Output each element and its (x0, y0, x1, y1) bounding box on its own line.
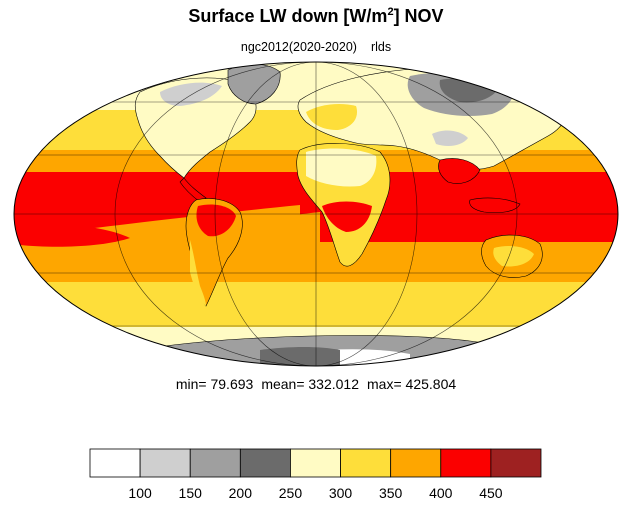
africa-tropical-red (322, 201, 372, 232)
indonesia (469, 197, 521, 214)
colorbar-label: 400 (429, 485, 453, 501)
title-superscript: 2 (387, 6, 394, 18)
colorbar-label: 200 (228, 485, 252, 501)
stat-max: max= 425.804 (367, 376, 457, 392)
stat-mean: mean= 332.012 (261, 376, 360, 392)
stat-min: min= 79.693 (175, 376, 254, 392)
colorbar-label: 450 (479, 485, 503, 501)
tibet-gray (432, 130, 468, 146)
colorbar-swatch (139, 448, 191, 478)
colorbar-swatch (290, 448, 341, 478)
colorbar-swatch (340, 448, 392, 478)
colorbar-swatch (189, 448, 241, 478)
amazon-red (196, 204, 236, 237)
colorbar-swatch (490, 448, 542, 478)
plot-subtitle: ngc2012(2020-2020) rlds (0, 40, 632, 54)
colorbar-label: 250 (278, 485, 303, 501)
na-cold-region (160, 82, 222, 106)
colorbar (89, 448, 542, 478)
map-border (13, 61, 619, 367)
subtitle-variable: rlds (370, 40, 392, 54)
title-text: Surface LW down [W/m (188, 6, 388, 26)
sw-pacific-red (20, 223, 130, 247)
sahara-pale (306, 148, 377, 187)
europe-yellow (306, 104, 358, 130)
australia-interior (493, 246, 534, 267)
colorbar-swatch (440, 448, 492, 478)
colorbar-label: 100 (128, 485, 152, 501)
colorbar-swatch (89, 448, 141, 478)
colorbar-label: 150 (178, 485, 202, 501)
subtitle-run: ngc2012(2020-2020) (240, 40, 357, 54)
title-suffix: ] NOV (393, 6, 444, 26)
colorbar-label: 300 (328, 485, 353, 501)
plot-title: Surface LW down [W/m2] NOV (0, 6, 632, 27)
colorbar-label: 350 (378, 485, 403, 501)
colorbar-swatch (390, 448, 442, 478)
stats-line: min= 79.693 mean= 332.012 max= 425.804 (0, 376, 632, 392)
south-asia-red (438, 158, 481, 184)
world-map (13, 61, 619, 367)
colorbar-swatch (239, 448, 291, 478)
atlantic-tongue (230, 212, 320, 242)
antarctica-dark (260, 347, 340, 366)
